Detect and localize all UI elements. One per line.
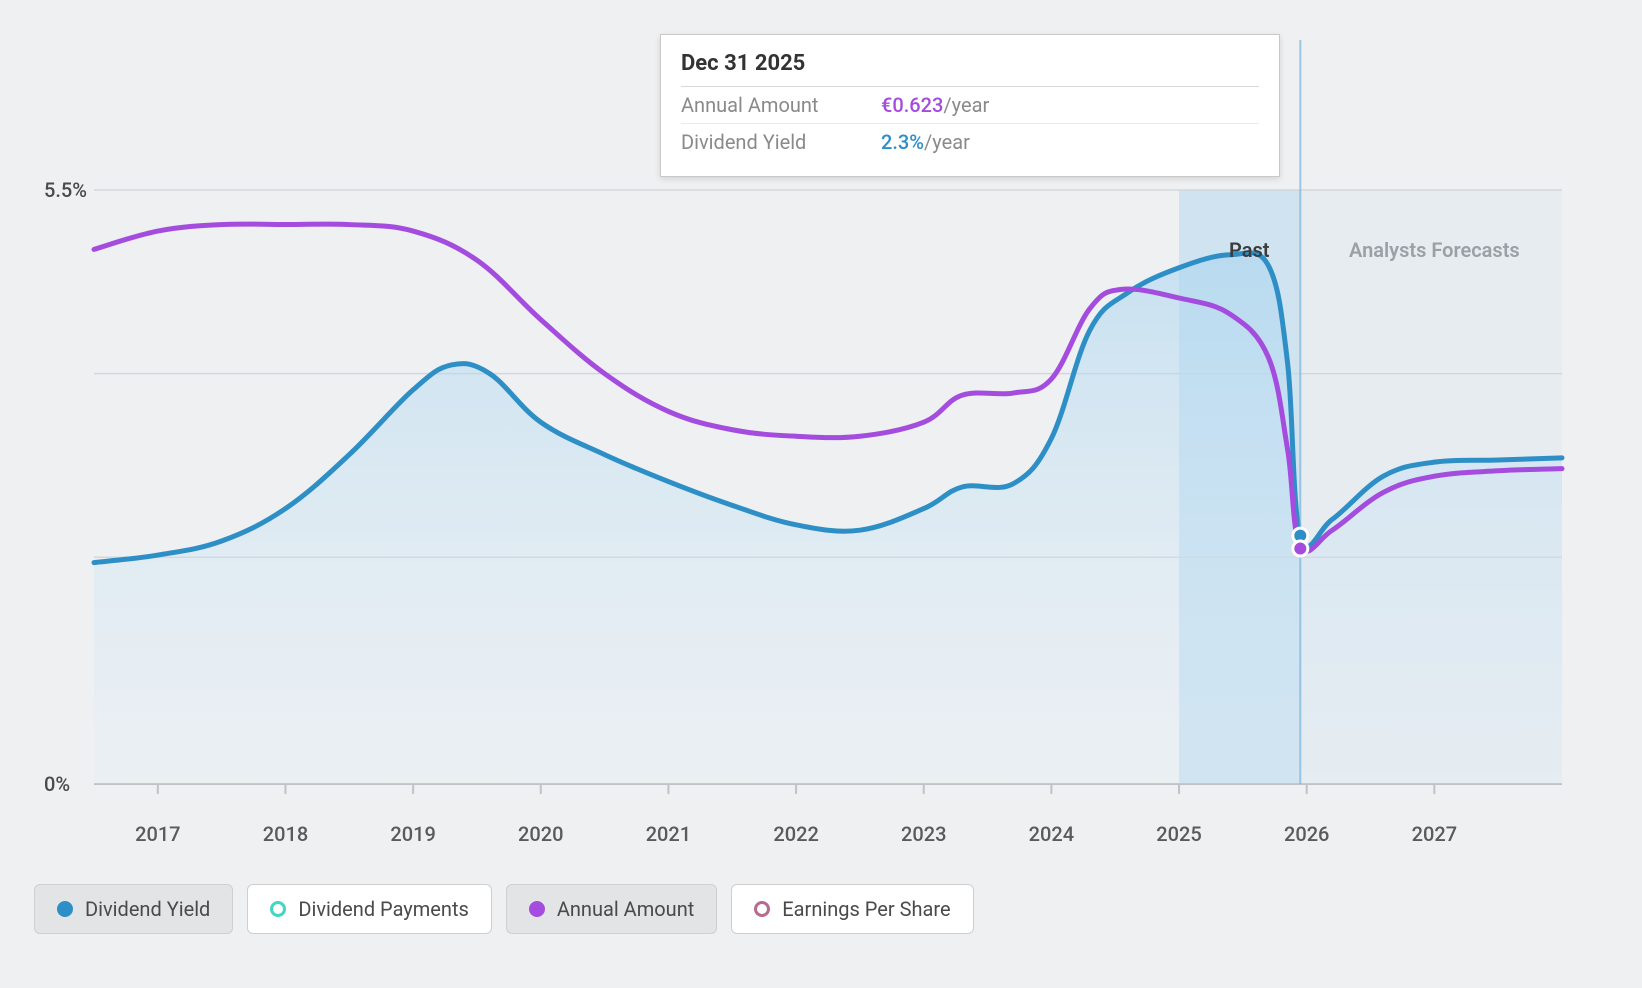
- tooltip-row: Dividend Yield2.3%/year: [681, 124, 1259, 160]
- x-axis-tick: 2025: [1156, 822, 1201, 846]
- dividend-chart: 0% 5.5% Past Analysts Forecasts 2017 2018…: [0, 0, 1642, 988]
- x-axis-tick: 2018: [263, 822, 308, 846]
- tooltip-value: 2.3%/year: [881, 130, 970, 154]
- x-axis-tick: 2023: [901, 822, 946, 846]
- tooltip-key: Dividend Yield: [681, 130, 881, 154]
- dividend-payments-swatch-icon: [270, 901, 286, 917]
- x-axis-tick: 2027: [1412, 822, 1457, 846]
- legend-label: Dividend Yield: [85, 897, 210, 921]
- legend-label: Annual Amount: [557, 897, 694, 921]
- x-axis-tick: 2024: [1029, 822, 1074, 846]
- x-axis-tick: 2019: [390, 822, 435, 846]
- x-axis-tick: 2022: [773, 822, 818, 846]
- tooltip-row: Annual Amount€0.623/year: [681, 87, 1259, 124]
- legend-item-annual-amount[interactable]: Annual Amount: [506, 884, 717, 934]
- x-axis-tick: 2021: [646, 822, 691, 846]
- legend-label: Earnings Per Share: [782, 897, 950, 921]
- region-label-past: Past: [1229, 238, 1269, 262]
- tooltip-value: €0.623/year: [881, 93, 989, 117]
- dividend-yield-swatch-icon: [57, 901, 73, 917]
- y-axis-label-0: 0%: [44, 772, 70, 796]
- x-axis-tick: 2026: [1284, 822, 1329, 846]
- legend-label: Dividend Payments: [298, 897, 468, 921]
- legend-item-dividend-yield[interactable]: Dividend Yield: [34, 884, 233, 934]
- chart-tooltip: Dec 31 2025 Annual Amount€0.623/yearDivi…: [660, 34, 1280, 177]
- tooltip-title: Dec 31 2025: [681, 51, 1259, 87]
- tooltip-key: Annual Amount: [681, 93, 881, 117]
- x-axis-tick: 2017: [135, 822, 180, 846]
- earnings-per-share-swatch-icon: [754, 901, 770, 917]
- legend-item-dividend-payments[interactable]: Dividend Payments: [247, 884, 491, 934]
- chart-legend: Dividend Yield Dividend Payments Annual Am…: [34, 884, 974, 934]
- region-label-forecast: Analysts Forecasts: [1349, 238, 1520, 262]
- x-axis-tick: 2020: [518, 822, 563, 846]
- data-marker: [1293, 542, 1307, 556]
- annual-amount-swatch-icon: [529, 901, 545, 917]
- y-axis-label-max: 5.5%: [44, 178, 87, 202]
- legend-item-earnings-per-share[interactable]: Earnings Per Share: [731, 884, 973, 934]
